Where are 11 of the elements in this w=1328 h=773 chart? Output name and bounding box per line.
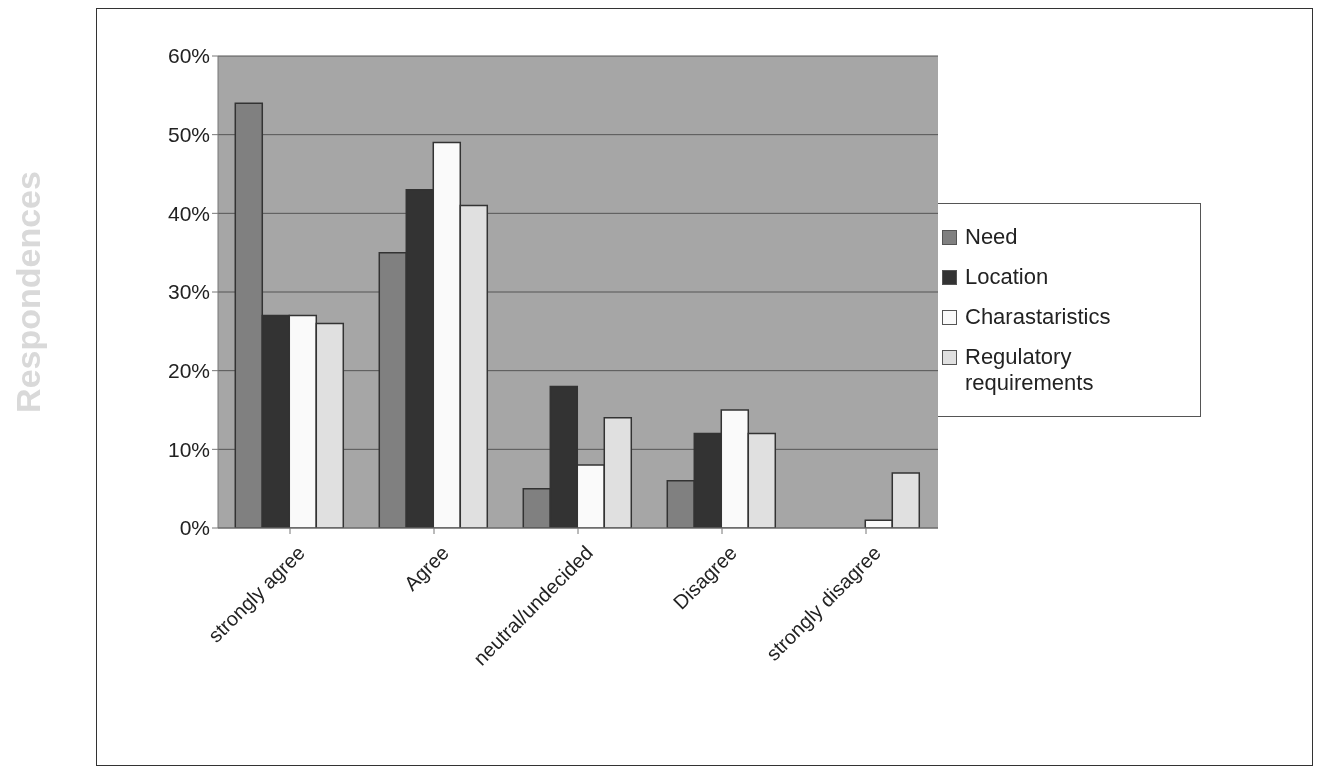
y-tick-label: 0% [179,516,210,540]
y-tick-label: 60% [167,44,210,68]
y-tick-label: 50% [167,123,210,147]
legend-label: Location [965,264,1049,290]
y-tick-label: 30% [167,280,210,304]
y-tick-label: 10% [167,437,210,461]
legend-label: Charastaristics [965,304,1111,330]
y-tick-label: 20% [167,359,210,383]
legend-label: Regulatory requirements [965,344,1095,396]
y-tick-label: 40% [167,201,210,225]
legend-label: Need [965,224,1018,250]
